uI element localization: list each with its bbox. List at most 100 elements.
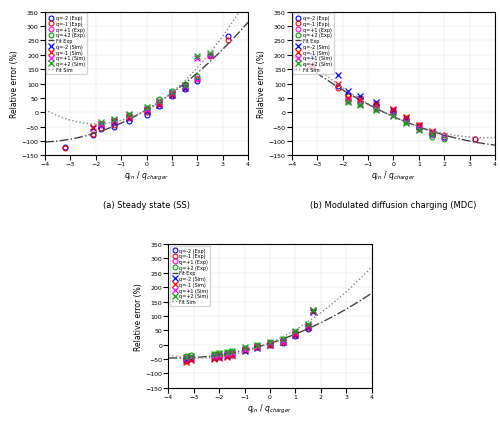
q=+2 (Exp) xyxy=(305,324,311,329)
q=+1 (Exp) xyxy=(416,126,422,131)
q=+1 (Sim) xyxy=(416,127,422,132)
q=-2 (Sim) xyxy=(403,116,409,121)
q=+1 (Sim) xyxy=(390,113,396,118)
q=+2 (Exp) xyxy=(242,345,248,351)
Line: q=+2 (Sim): q=+2 (Sim) xyxy=(184,307,316,360)
q=-2 (Exp) xyxy=(144,113,150,118)
Fit Exp xyxy=(245,20,251,26)
q=-2 (Exp) xyxy=(292,334,298,339)
Legend: q=-2 (Exp), q=-1 (Exp), q=+1 (Exp), q=+2 (Exp), Fit Exp, q=-2 (Sim), q=-1 (Sim),: q=-2 (Exp), q=-1 (Exp), q=+1 (Exp), q=+2… xyxy=(170,246,210,306)
q=-2 (Sim) xyxy=(267,343,273,348)
Fit Sim xyxy=(492,136,498,141)
q=+1 (Exp) xyxy=(305,325,311,330)
q=-1 (Exp) xyxy=(216,354,222,359)
Fit Exp xyxy=(166,355,172,360)
q=-2 (Exp) xyxy=(225,35,231,40)
q=+2 (Sim) xyxy=(292,328,298,334)
q=-2 (Sim) xyxy=(390,108,396,113)
q=-2 (Exp) xyxy=(358,96,364,101)
q=-2 (Sim) xyxy=(188,357,194,362)
Fit Sim xyxy=(166,353,172,358)
q=-1 (Exp) xyxy=(211,354,217,360)
q=-2 (Sim) xyxy=(254,345,260,351)
q=-1 (Sim) xyxy=(358,98,364,103)
Line: Fit Sim: Fit Sim xyxy=(45,0,248,124)
q=+2 (Exp) xyxy=(194,75,200,80)
Fit Sim xyxy=(368,265,374,270)
X-axis label: $q_{in}$ / $q_{charger}$: $q_{in}$ / $q_{charger}$ xyxy=(248,402,292,415)
Fit Exp xyxy=(286,334,292,339)
q=+2 (Exp) xyxy=(216,350,222,355)
q=-1 (Exp) xyxy=(194,78,200,83)
Fit Exp xyxy=(166,93,172,98)
q=-1 (Exp) xyxy=(225,39,231,44)
q=+2 (Exp) xyxy=(358,102,364,107)
Fit Sim xyxy=(410,123,416,128)
Line: q=+2 (Exp): q=+2 (Exp) xyxy=(346,99,446,142)
q=+2 (Sim) xyxy=(224,350,230,355)
Line: q=-1 (Sim): q=-1 (Sim) xyxy=(90,84,188,130)
q=-2 (Sim) xyxy=(310,309,316,314)
q=+1 (Sim) xyxy=(254,344,260,349)
q=+1 (Exp) xyxy=(110,121,116,126)
q=-2 (Exp) xyxy=(254,345,260,350)
q=-1 (Sim) xyxy=(416,123,422,128)
Fit Sim xyxy=(42,108,48,113)
q=+2 (Exp) xyxy=(224,349,230,354)
q=+2 (Exp) xyxy=(267,340,273,345)
q=-1 (Sim) xyxy=(211,357,217,362)
q=+1 (Sim) xyxy=(372,107,378,112)
Y-axis label: Relative error (%): Relative error (%) xyxy=(257,51,266,118)
q=+2 (Sim) xyxy=(211,352,217,357)
Line: q=-2 (Exp): q=-2 (Exp) xyxy=(184,327,310,362)
Fit Exp xyxy=(368,291,374,296)
Fit Sim xyxy=(166,353,172,358)
q=+1 (Exp) xyxy=(358,101,364,106)
q=+2 (Exp) xyxy=(156,98,162,103)
q=+1 (Exp) xyxy=(441,136,447,141)
q=-1 (Exp) xyxy=(144,110,150,115)
q=+1 (Sim) xyxy=(280,338,285,343)
q=-2 (Exp) xyxy=(211,355,217,360)
q=-1 (Sim) xyxy=(305,324,311,329)
q=+1 (Exp) xyxy=(280,339,285,344)
q=+1 (Exp) xyxy=(126,115,132,120)
q=+1 (Sim) xyxy=(229,350,235,355)
q=+1 (Sim) xyxy=(98,122,104,127)
q=-2 (Sim) xyxy=(224,354,230,359)
q=+2 (Exp) xyxy=(428,135,434,140)
Legend: q=-2 (Exp), q=-1 (Exp), q=+1 (Exp), q=+2 (Exp), Fit Exp, q=-2 (Sim), q=-1 (Sim),: q=-2 (Exp), q=-1 (Exp), q=+1 (Exp), q=+2… xyxy=(294,14,334,75)
q=+2 (Sim) xyxy=(403,121,409,127)
Fit Exp xyxy=(350,303,356,308)
q=-2 (Exp) xyxy=(194,79,200,84)
q=-1 (Exp) xyxy=(169,93,175,98)
q=+1 (Exp) xyxy=(144,107,150,112)
Line: q=-2 (Exp): q=-2 (Exp) xyxy=(310,65,477,143)
q=+2 (Sim) xyxy=(207,52,213,57)
Fit Sim xyxy=(286,331,292,336)
q=+1 (Exp) xyxy=(98,123,104,128)
q=-2 (Exp) xyxy=(126,119,132,124)
q=-2 (Sim) xyxy=(292,332,298,337)
q=-2 (Exp) xyxy=(207,53,213,58)
q=-2 (Sim) xyxy=(156,103,162,108)
q=+2 (Sim) xyxy=(305,322,311,327)
q=-1 (Exp) xyxy=(472,137,478,142)
q=-1 (Exp) xyxy=(358,98,364,103)
q=+2 (Exp) xyxy=(229,348,235,354)
q=-1 (Sim) xyxy=(224,354,230,359)
Title: (a) Steady state (SS): (a) Steady state (SS) xyxy=(103,200,190,209)
Line: q=+2 (Sim): q=+2 (Sim) xyxy=(345,100,434,137)
Line: q=+1 (Sim): q=+1 (Sim) xyxy=(345,99,434,136)
Title: (b) Modulated diffusion charging (MDC): (b) Modulated diffusion charging (MDC) xyxy=(310,200,476,209)
Fit Exp xyxy=(163,95,169,101)
q=+2 (Sim) xyxy=(372,108,378,113)
Fit Exp xyxy=(290,54,296,59)
q=-1 (Sim) xyxy=(90,125,96,130)
Fit Sim xyxy=(484,136,490,141)
q=+1 (Sim) xyxy=(144,107,150,112)
q=-1 (Exp) xyxy=(428,130,434,135)
q=-1 (Exp) xyxy=(183,359,189,364)
q=+1 (Sim) xyxy=(183,356,189,361)
q=-1 (Sim) xyxy=(280,340,285,345)
